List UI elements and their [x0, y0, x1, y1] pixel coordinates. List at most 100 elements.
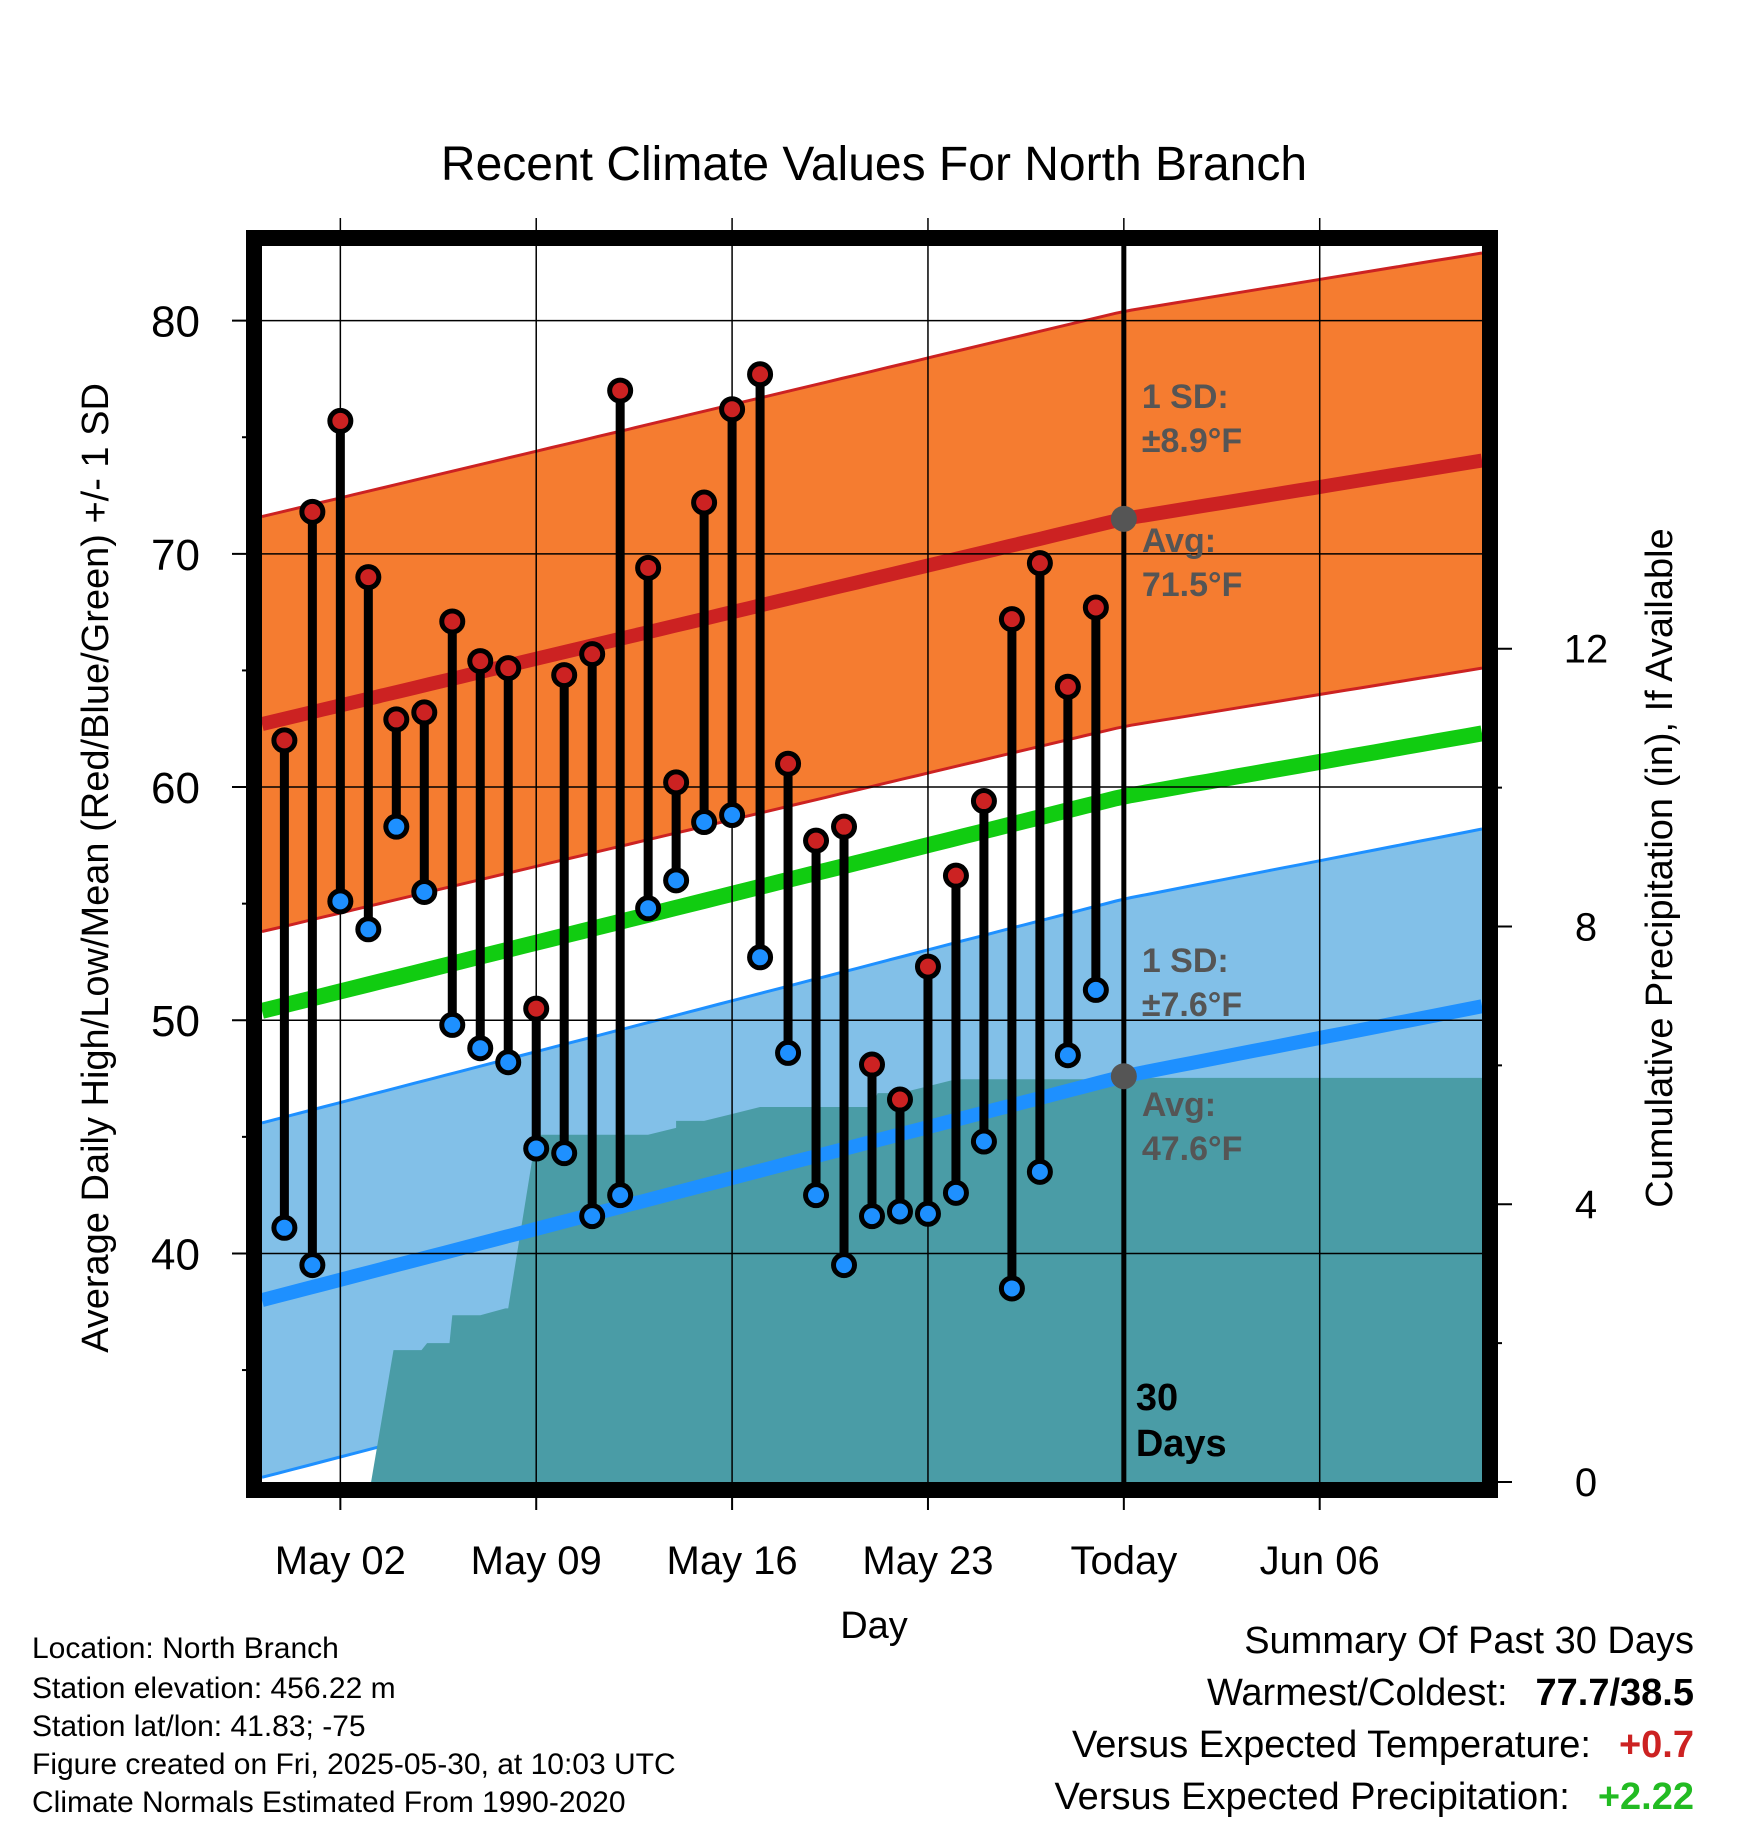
- precipitation-area: [371, 1077, 1482, 1482]
- y2-tick-label: 8: [1575, 905, 1597, 949]
- low-point: [271, 1214, 298, 1241]
- low-point: [691, 809, 718, 836]
- low-point: [914, 1200, 941, 1227]
- info-latlon: Station lat/lon: 41.83; -75: [32, 1710, 366, 1743]
- low-point: [747, 944, 774, 971]
- high-sd-value: ±8.9°F: [1142, 422, 1242, 460]
- y2-axis-label: Cumulative Precipitation (in), If Availa…: [1639, 528, 1681, 1207]
- high-point: [1054, 673, 1081, 700]
- summary-temp-label: Versus Expected Temperature:: [1072, 1724, 1591, 1766]
- high-point: [998, 606, 1025, 633]
- low-sd-label: 1 SD:: [1142, 942, 1229, 980]
- y-tick-label: 80: [151, 298, 200, 347]
- low-point: [775, 1039, 802, 1066]
- low-sd-band-upper-edge: [262, 827, 1482, 1125]
- y-tick-label: 60: [151, 764, 200, 813]
- today-high-avg-marker: [1110, 505, 1137, 532]
- low-point: [1082, 976, 1109, 1003]
- summary-temperature: Versus Expected Temperature: +0.7: [1072, 1724, 1694, 1767]
- low-point: [719, 802, 746, 829]
- y2-tick-label: 12: [1564, 628, 1609, 672]
- low-point: [998, 1275, 1025, 1302]
- summary-warm-cold-label: Warmest/Coldest:: [1206, 1672, 1508, 1714]
- high-point: [775, 750, 802, 777]
- high-point: [1026, 550, 1053, 577]
- x-tick-label: Jun 06: [1260, 1539, 1380, 1583]
- low-point: [355, 916, 382, 943]
- summary-temp-value: +0.7: [1618, 1724, 1694, 1766]
- high-sd-band-upper-edge: [262, 251, 1482, 518]
- y-tick-label: 40: [151, 1230, 200, 1279]
- summary-precip-label: Versus Expected Precipitation:: [1054, 1776, 1570, 1818]
- low-point: [607, 1182, 634, 1209]
- x-tick-label: May 02: [275, 1539, 406, 1583]
- low-point: [635, 895, 662, 922]
- normal-mean-line: [262, 725, 1482, 1019]
- high-point: [859, 1051, 885, 1078]
- low-point: [551, 1140, 578, 1167]
- summary-warm-cold-value: 77.7/38.5: [1535, 1672, 1694, 1714]
- y2-tick-label: 0: [1575, 1461, 1597, 1505]
- normal-high-line: [262, 453, 1482, 731]
- y2-tick-label: 4: [1575, 1183, 1597, 1227]
- info-location: Location: North Branch: [32, 1632, 339, 1665]
- plot-inner: [262, 251, 1482, 1482]
- x-tick-label: May 16: [667, 1539, 798, 1583]
- high-point: [299, 498, 326, 525]
- high-point: [719, 396, 746, 423]
- high-point: [803, 827, 830, 854]
- summary-precip-value: +2.22: [1597, 1776, 1694, 1818]
- low-point: [803, 1182, 830, 1209]
- low-point: [859, 1203, 885, 1230]
- high-point: [970, 788, 997, 815]
- high-point: [383, 706, 410, 733]
- y-tick-label: 50: [151, 997, 200, 1046]
- info-elevation: Station elevation: 456.22 m: [32, 1672, 396, 1705]
- high-point: [1082, 594, 1109, 621]
- low-point: [663, 867, 690, 894]
- high-point: [271, 727, 298, 754]
- high-point: [942, 862, 969, 889]
- low-point: [411, 878, 438, 905]
- high-sd-band: [262, 253, 1482, 932]
- high-point: [439, 608, 466, 635]
- info-created: Figure created on Fri, 2025-05-30, at 10…: [32, 1748, 676, 1781]
- low-point: [970, 1128, 997, 1155]
- low-point: [886, 1198, 913, 1225]
- high-point: [886, 1086, 913, 1113]
- info-normals: Climate Normals Estimated From 1990-2020: [32, 1786, 626, 1819]
- x-tick-label: Today: [1070, 1539, 1177, 1583]
- high-point: [355, 564, 382, 591]
- high-point: [663, 769, 690, 796]
- high-point: [747, 361, 774, 388]
- high-point: [914, 953, 941, 980]
- high-point: [607, 377, 634, 404]
- x-axis-label: Day: [840, 1605, 908, 1647]
- high-sd-label: 1 SD:: [1142, 378, 1229, 416]
- low-point: [523, 1135, 550, 1162]
- today-low-avg-marker: [1110, 1063, 1137, 1090]
- high-point: [495, 655, 522, 682]
- high-avg-value: 71.5°F: [1142, 566, 1243, 604]
- low-point: [439, 1011, 466, 1038]
- high-point: [579, 641, 606, 668]
- today-label-unit: Days: [1136, 1423, 1227, 1465]
- high-point: [467, 648, 494, 675]
- y-tick-label: 70: [151, 531, 200, 580]
- high-point: [691, 489, 718, 516]
- low-avg-value: 47.6°F: [1142, 1130, 1243, 1168]
- low-point: [1026, 1158, 1053, 1185]
- chart-title: Recent Climate Values For North Branch: [441, 138, 1307, 191]
- low-sd-value: ±7.6°F: [1142, 986, 1242, 1024]
- low-point: [383, 813, 410, 840]
- low-point: [327, 888, 354, 915]
- low-point: [942, 1179, 969, 1206]
- high-point: [523, 995, 550, 1022]
- high-avg-label: Avg:: [1142, 522, 1216, 560]
- high-point: [411, 699, 438, 726]
- low-avg-label: Avg:: [1142, 1086, 1216, 1124]
- high-point: [551, 662, 578, 689]
- today-label-count: 30: [1136, 1377, 1178, 1419]
- low-point: [579, 1203, 606, 1230]
